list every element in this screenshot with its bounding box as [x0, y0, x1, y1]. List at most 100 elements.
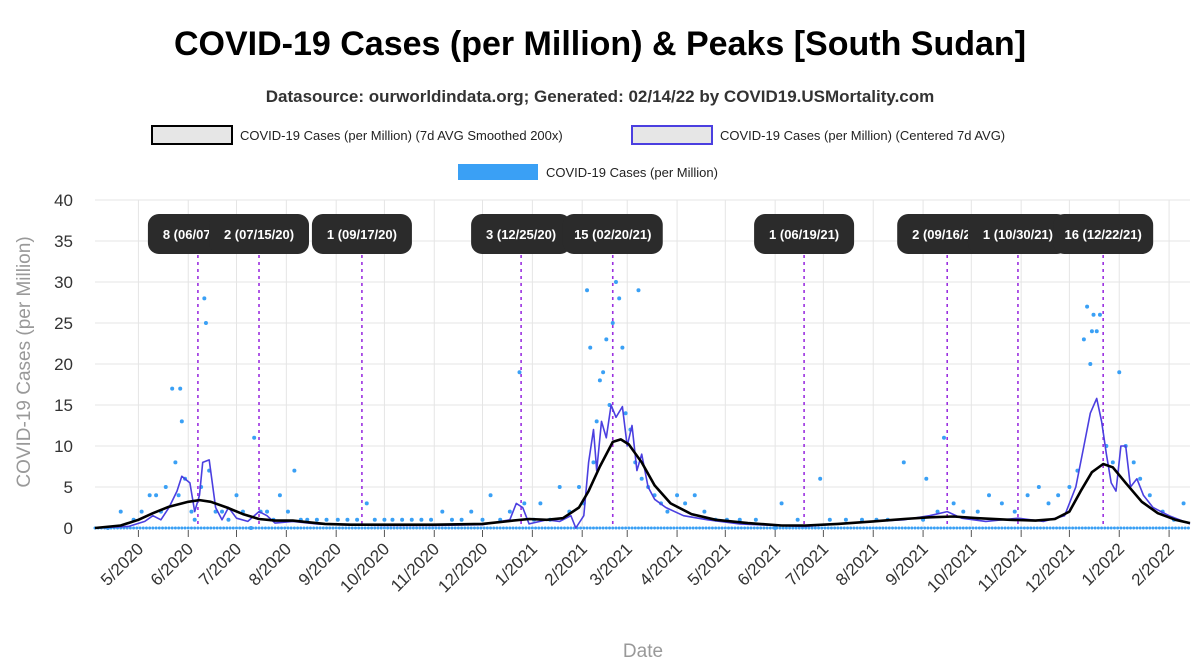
- daily-point: [557, 485, 562, 489]
- legend: COVID-19 Cases (per Million) (7d AVG Smo…: [151, 125, 1005, 180]
- legend-label-daily: COVID-19 Cases (per Million): [546, 165, 718, 180]
- daily-point-baseline: [292, 526, 296, 530]
- daily-point-baseline: [736, 526, 740, 530]
- x-tick-label: 1/2021: [491, 539, 541, 589]
- daily-point: [999, 501, 1004, 506]
- daily-point-baseline: [418, 526, 422, 530]
- daily-point-baseline: [887, 526, 891, 530]
- daily-point-baseline: [132, 526, 136, 530]
- daily-point-baseline: [981, 526, 985, 530]
- daily-point-baseline: [177, 526, 181, 530]
- daily-point-baseline: [691, 526, 695, 530]
- daily-point: [1094, 329, 1099, 334]
- daily-point: [118, 509, 123, 514]
- daily-point: [1056, 493, 1061, 498]
- y-tick-label: 35: [54, 232, 73, 251]
- daily-point-baseline: [701, 526, 705, 530]
- peak-label-text: 1 (10/30/21): [983, 227, 1053, 242]
- daily-point-baseline: [559, 526, 563, 530]
- daily-point-baseline: [810, 526, 814, 530]
- daily-point-baseline: [437, 526, 441, 530]
- daily-point-baseline: [305, 526, 309, 530]
- daily-point: [1147, 493, 1152, 498]
- daily-point: [170, 386, 175, 391]
- daily-point-baseline: [974, 526, 978, 530]
- daily-point-baseline: [1045, 526, 1049, 530]
- daily-point-baseline: [1145, 526, 1149, 530]
- daily-point-baseline: [479, 526, 483, 530]
- daily-point-baseline: [1183, 526, 1187, 530]
- peak-lines: [197, 220, 1104, 528]
- daily-point-baseline: [280, 526, 284, 530]
- daily-point-baseline: [1164, 526, 1168, 530]
- daily-point-baseline: [1006, 526, 1010, 530]
- peak-label: 3 (12/25/20): [471, 214, 572, 254]
- daily-point-baseline: [267, 526, 271, 530]
- daily-point-baseline: [762, 526, 766, 530]
- peak-label-text: 16 (12/22/21): [1064, 227, 1141, 242]
- daily-point: [961, 509, 966, 514]
- daily-point-baseline: [1035, 526, 1039, 530]
- daily-point-baseline: [1132, 526, 1136, 530]
- daily-point-baseline: [958, 526, 962, 530]
- daily-point: [779, 501, 784, 506]
- daily-point-baseline: [1186, 526, 1190, 530]
- x-tick-label: 5/2020: [97, 539, 147, 589]
- x-tick-label: 8/2020: [245, 539, 295, 589]
- daily-point-baseline: [1174, 526, 1178, 530]
- daily-point-baseline: [727, 526, 731, 530]
- daily-point-baseline: [781, 526, 785, 530]
- x-tick-label: 6/2021: [734, 539, 784, 589]
- daily-point: [702, 509, 707, 514]
- daily-point: [355, 517, 360, 522]
- daily-point-baseline: [611, 526, 615, 530]
- daily-point: [277, 493, 282, 498]
- daily-point-baseline: [865, 526, 869, 530]
- daily-point-baseline: [1083, 526, 1087, 530]
- daily-point-baseline: [566, 526, 570, 530]
- daily-point: [1081, 337, 1086, 342]
- y-tick-label: 40: [54, 191, 73, 210]
- daily-point-baseline: [952, 526, 956, 530]
- daily-point-baseline: [1100, 526, 1104, 530]
- daily-point-baseline: [273, 526, 277, 530]
- daily-point-baseline: [1109, 526, 1113, 530]
- daily-point-baseline: [1157, 526, 1161, 530]
- daily-point-baseline: [366, 526, 370, 530]
- daily-point-baseline: [723, 526, 727, 530]
- daily-point-baseline: [730, 526, 734, 530]
- daily-point: [951, 501, 956, 506]
- daily-point-baseline: [968, 526, 972, 530]
- daily-point-baseline: [823, 526, 827, 530]
- daily-point-baseline: [540, 526, 544, 530]
- daily-point-baseline: [1148, 526, 1152, 530]
- daily-point-baseline: [431, 526, 435, 530]
- daily-point: [941, 435, 946, 440]
- daily-point-baseline: [704, 526, 708, 530]
- daily-point-baseline: [852, 526, 856, 530]
- legend-item-centered: COVID-19 Cases (per Million) (Centered 7…: [631, 125, 1005, 145]
- daily-point-baseline: [1067, 526, 1071, 530]
- daily-point: [636, 288, 641, 293]
- daily-point-baseline: [1125, 526, 1129, 530]
- daily-point-baseline: [466, 526, 470, 530]
- daily-point-baseline: [897, 526, 901, 530]
- daily-point: [683, 501, 688, 506]
- legend-swatch-daily: [458, 164, 538, 180]
- peak-label-bg: [471, 214, 572, 254]
- daily-point-baseline: [1141, 526, 1145, 530]
- daily-point-baseline: [527, 526, 531, 530]
- daily-point-baseline: [672, 526, 676, 530]
- daily-point-baseline: [373, 526, 377, 530]
- daily-point-baseline: [460, 526, 464, 530]
- peak-label-text: 1 (06/19/21): [769, 227, 839, 242]
- daily-point-baseline: [325, 526, 329, 530]
- peak-label-text: 2 (07/15/20): [224, 227, 294, 242]
- daily-point: [202, 296, 207, 301]
- daily-point-baseline: [1061, 526, 1065, 530]
- daily-point-baseline: [842, 526, 846, 530]
- daily-point: [335, 517, 340, 522]
- x-tick-label: 2/2022: [1128, 539, 1178, 589]
- daily-point-baseline: [907, 526, 911, 530]
- daily-point-baseline: [472, 526, 476, 530]
